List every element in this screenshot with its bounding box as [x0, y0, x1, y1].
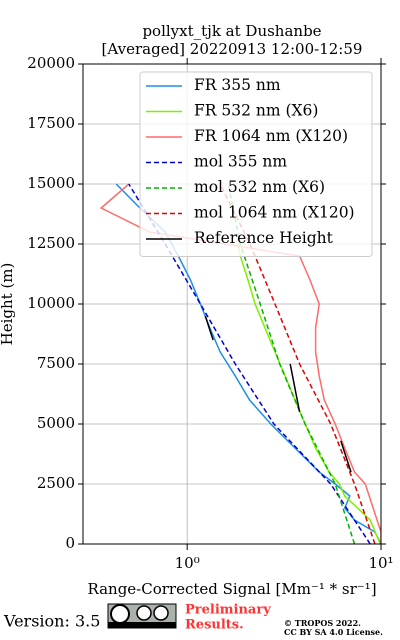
legend-label: FR 355 nm	[194, 76, 281, 94]
y-tick-label: 12500	[27, 234, 75, 252]
legend: FR 355 nm FR 532 nm (X6) FR 1064 nm (X120)…	[139, 71, 373, 257]
series-line	[237, 243, 381, 544]
chart-subtitle: [Averaged] 20220913 12:00-12:59	[102, 40, 363, 58]
series-line	[204, 315, 352, 473]
y-axis-label: Height (m)	[0, 263, 16, 346]
version: Version: 3.5	[3, 612, 100, 631]
legend-label: FR 532 nm (X6)	[194, 102, 318, 120]
y-tick-label: 15000	[27, 174, 75, 192]
x-tick-label: 10⁰	[175, 554, 200, 572]
legend-label: mol 355 nm	[194, 153, 287, 171]
cc-logo	[107, 603, 177, 629]
notice: Results.	[185, 618, 244, 633]
x-axis-label: Range-Corrected Signal [Mm⁻¹ * sr⁻¹]	[87, 580, 376, 598]
license: © TROPOS 2022.	[284, 618, 361, 628]
y-tick-label: 2500	[37, 474, 75, 492]
y-tick-label: 10000	[27, 294, 75, 312]
plot-area: 0 2500 5000 7500 10000 12500 15000 17500 20000 10…	[27, 54, 393, 572]
x-tick-label: 10¹	[368, 554, 393, 572]
series-line	[219, 183, 376, 544]
legend-box	[139, 71, 373, 257]
y-tick-label: 20000	[27, 54, 75, 72]
y-tick-label: 17500	[27, 114, 75, 132]
legend-label: FR 1064 nm (X120)	[194, 127, 348, 145]
license: CC BY SA 4.0 License.	[284, 627, 383, 637]
y-tick-label: 0	[65, 534, 75, 552]
y-tick-label: 7500	[37, 354, 75, 372]
legend-label: mol 532 nm (X6)	[194, 178, 325, 196]
plot-frame	[82, 63, 382, 545]
y-tick-label: 5000	[37, 414, 75, 432]
chart-title: pollyxt_tjk at Dushanbe	[142, 22, 321, 40]
legend-label: Reference Height	[194, 229, 334, 247]
notice: Preliminary	[185, 603, 271, 618]
legend-label: mol 1064 nm (X120)	[194, 204, 355, 222]
